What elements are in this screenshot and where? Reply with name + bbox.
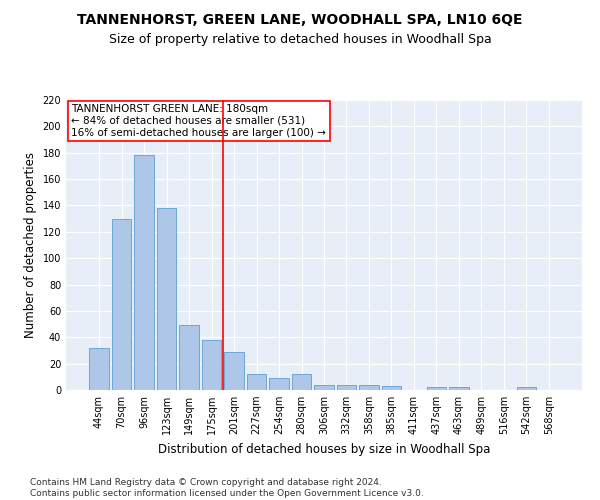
- Bar: [112, 218, 131, 390]
- Bar: [134, 156, 154, 390]
- Bar: [89, 348, 109, 390]
- Bar: [202, 340, 221, 390]
- Bar: [314, 384, 334, 390]
- Bar: [337, 384, 356, 390]
- Bar: [224, 352, 244, 390]
- Bar: [247, 374, 266, 390]
- Bar: [269, 378, 289, 390]
- Bar: [449, 388, 469, 390]
- Bar: [157, 208, 176, 390]
- Bar: [292, 374, 311, 390]
- Bar: [179, 326, 199, 390]
- X-axis label: Distribution of detached houses by size in Woodhall Spa: Distribution of detached houses by size …: [158, 442, 490, 456]
- Y-axis label: Number of detached properties: Number of detached properties: [24, 152, 37, 338]
- Bar: [382, 386, 401, 390]
- Text: Contains HM Land Registry data © Crown copyright and database right 2024.
Contai: Contains HM Land Registry data © Crown c…: [30, 478, 424, 498]
- Text: TANNENHORST GREEN LANE: 180sqm
← 84% of detached houses are smaller (531)
16% of: TANNENHORST GREEN LANE: 180sqm ← 84% of …: [71, 104, 326, 138]
- Text: TANNENHORST, GREEN LANE, WOODHALL SPA, LN10 6QE: TANNENHORST, GREEN LANE, WOODHALL SPA, L…: [77, 12, 523, 26]
- Text: Size of property relative to detached houses in Woodhall Spa: Size of property relative to detached ho…: [109, 32, 491, 46]
- Bar: [517, 388, 536, 390]
- Bar: [359, 384, 379, 390]
- Bar: [427, 388, 446, 390]
